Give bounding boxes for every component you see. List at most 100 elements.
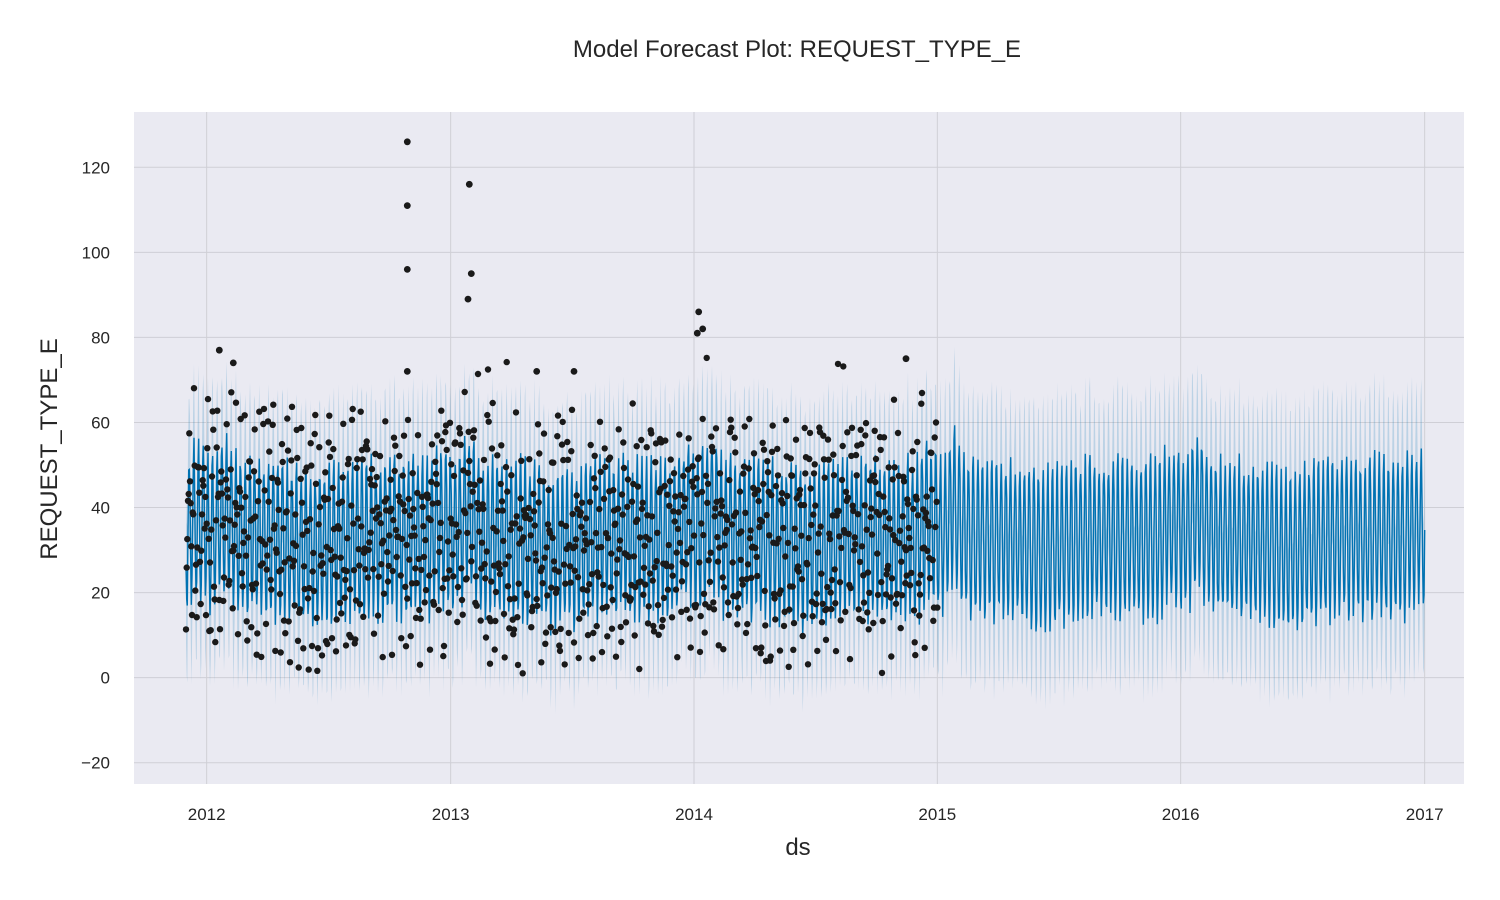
observed-point (526, 456, 533, 463)
observed-point (907, 544, 914, 552)
observed-point (368, 465, 376, 473)
observed-point (661, 482, 668, 490)
observed-point-outlier (229, 359, 237, 367)
observed-point (289, 563, 296, 570)
observed-point (786, 606, 793, 613)
observed-point (879, 617, 886, 625)
observed-point (496, 570, 504, 578)
observed-point (624, 503, 631, 510)
observed-point (890, 396, 898, 403)
observed-point (794, 563, 802, 570)
observed-point (370, 565, 377, 573)
observed-point (363, 438, 370, 445)
observed-point (652, 440, 660, 447)
observed-point (475, 506, 482, 513)
observed-point (705, 557, 712, 564)
observed-point (350, 520, 357, 527)
observed-point (798, 576, 806, 583)
observed-point (851, 534, 858, 541)
y-tick-label: 0 (101, 669, 110, 688)
observed-point (471, 481, 478, 488)
observed-point (383, 495, 390, 502)
observed-point (624, 476, 632, 483)
observed-point (674, 654, 681, 661)
y-tick-label: 20 (91, 584, 110, 603)
observed-point (491, 646, 498, 653)
observed-point (512, 520, 519, 527)
observed-point (654, 601, 662, 609)
observed-point (836, 533, 843, 540)
observed-point (922, 509, 930, 517)
observed-point-outlier (695, 308, 703, 316)
observed-point (359, 456, 366, 463)
observed-point (220, 597, 227, 605)
observed-point (420, 523, 427, 530)
observed-point (446, 567, 453, 574)
observed-point (226, 577, 233, 585)
observed-point (290, 557, 298, 564)
observed-point (488, 445, 496, 452)
observed-point (923, 493, 930, 500)
observed-point (276, 590, 284, 598)
observed-point (740, 470, 747, 477)
observed-point (474, 499, 481, 507)
observed-point (520, 534, 527, 541)
observed-point (744, 620, 751, 628)
observed-point (858, 440, 865, 448)
observed-point (421, 599, 428, 606)
observed-point (910, 505, 917, 513)
observed-point (540, 430, 548, 437)
y-tick-label: 40 (91, 499, 110, 518)
observed-point (450, 573, 457, 580)
observed-point (878, 578, 885, 586)
observed-point (393, 553, 400, 561)
observed-point (877, 446, 884, 454)
observed-point (378, 561, 385, 568)
observed-point-outlier (215, 346, 223, 354)
observed-point (880, 434, 888, 441)
observed-point (715, 642, 722, 649)
observed-point (628, 498, 636, 505)
y-tick-label: −20 (81, 754, 110, 773)
observed-point-outlier (403, 368, 411, 375)
observed-point (834, 360, 842, 368)
observed-point (662, 437, 669, 444)
observed-point (294, 454, 301, 462)
observed-point (913, 496, 920, 503)
observed-point (380, 590, 388, 597)
observed-point (571, 567, 578, 574)
observed-point-outlier (403, 202, 411, 210)
observed-point (604, 633, 611, 640)
observed-point (182, 626, 190, 633)
observed-point (333, 616, 340, 623)
observed-point (532, 557, 540, 564)
observed-point (428, 441, 436, 448)
observed-point (219, 522, 226, 529)
observed-point (193, 614, 200, 621)
observed-point (492, 588, 500, 596)
observed-point (544, 592, 551, 599)
x-tick-label: 2016 (1162, 805, 1200, 824)
observed-point (694, 491, 701, 498)
observed-point (412, 614, 420, 622)
observed-point (867, 513, 874, 521)
observed-point (499, 507, 506, 514)
observed-point (756, 523, 763, 531)
observed-point (390, 434, 398, 441)
observed-point (900, 478, 908, 485)
observed-point (629, 400, 636, 407)
observed-point (850, 547, 858, 554)
observed-point (422, 586, 430, 594)
observed-point (620, 439, 627, 446)
observed-point (473, 602, 480, 609)
observed-point (384, 548, 391, 556)
observed-point (324, 495, 332, 503)
observed-point (828, 576, 836, 584)
observed-point (763, 511, 770, 519)
observed-point (341, 594, 348, 601)
observed-point (369, 507, 376, 514)
observed-point (514, 614, 521, 621)
observed-point (437, 519, 444, 526)
observed-point (820, 432, 827, 439)
observed-point (266, 448, 273, 455)
